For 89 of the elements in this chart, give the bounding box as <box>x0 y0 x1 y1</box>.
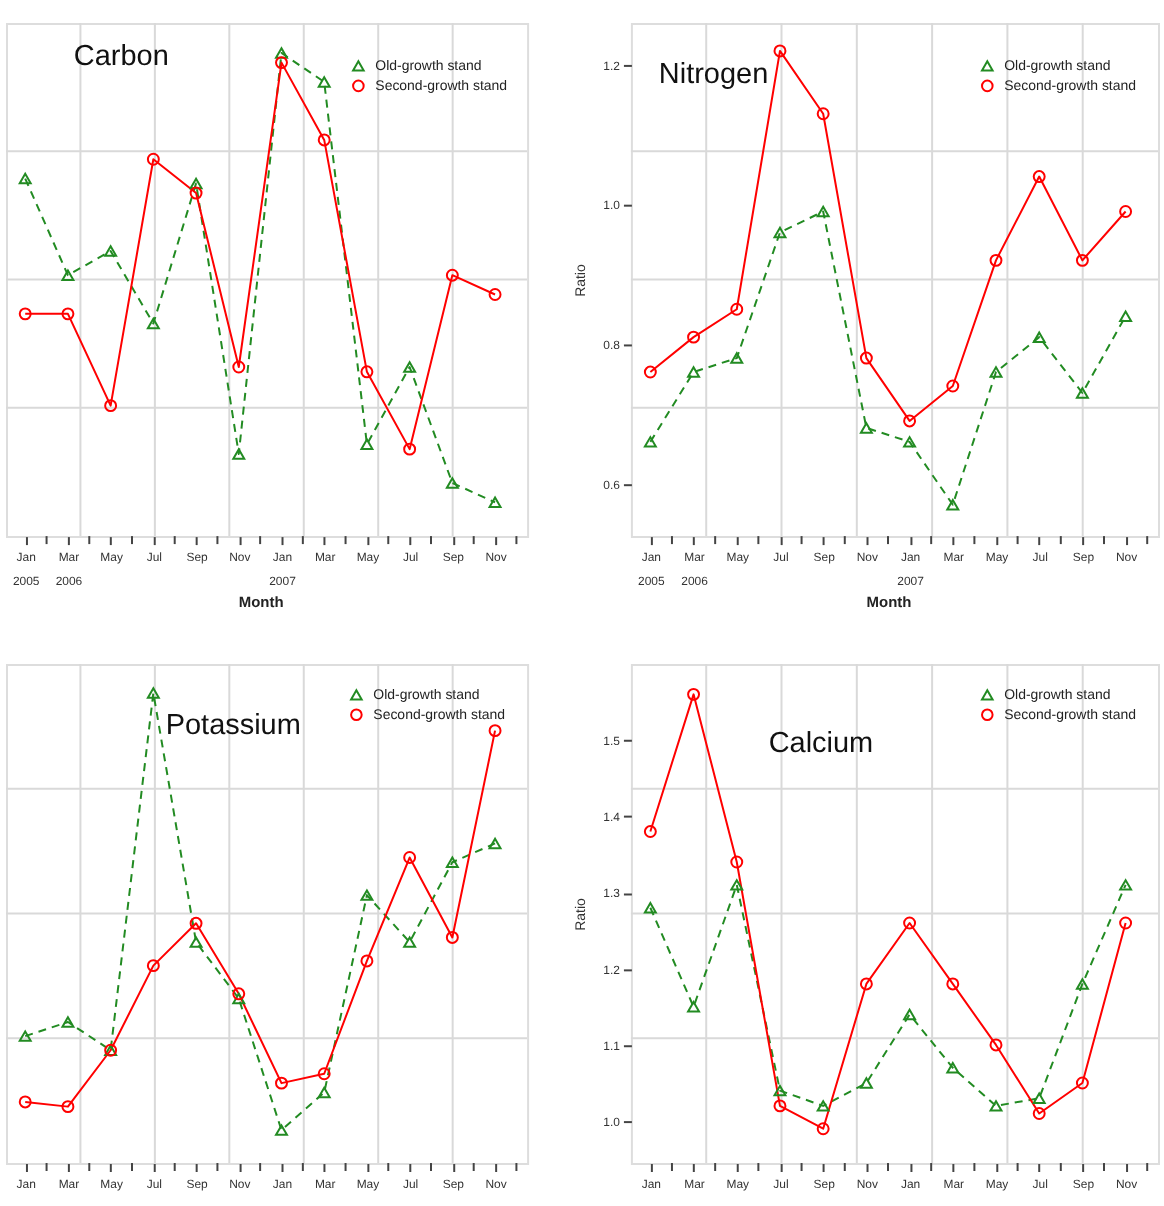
point <box>859 351 873 365</box>
point <box>1075 978 1089 990</box>
point <box>773 1099 787 1113</box>
point <box>816 205 830 218</box>
point <box>189 936 203 948</box>
point <box>1075 1076 1089 1090</box>
point <box>61 1100 75 1114</box>
point <box>275 1124 288 1136</box>
point <box>146 687 160 699</box>
point <box>989 253 1003 267</box>
point <box>1119 310 1133 322</box>
point <box>643 436 657 448</box>
point <box>104 399 118 413</box>
point <box>730 352 744 364</box>
point <box>816 107 830 121</box>
point <box>859 422 873 434</box>
point <box>687 1001 701 1013</box>
point <box>360 889 374 901</box>
point <box>403 851 417 864</box>
point <box>989 1100 1003 1112</box>
point <box>488 496 502 509</box>
text: Nitrogen <box>658 58 769 91</box>
point <box>403 442 417 456</box>
text: Calcium <box>768 727 874 760</box>
chart-title: Carbon <box>73 40 169 73</box>
point <box>946 1062 960 1074</box>
point <box>773 226 787 239</box>
point <box>989 1038 1003 1052</box>
point <box>1075 253 1089 267</box>
point <box>1119 879 1133 891</box>
point <box>275 1076 288 1090</box>
point <box>687 687 701 701</box>
point <box>445 930 459 944</box>
point <box>18 172 32 185</box>
point <box>903 916 917 930</box>
point <box>146 959 160 973</box>
point <box>1032 331 1046 343</box>
point <box>317 76 331 88</box>
point <box>317 133 331 147</box>
point <box>445 856 459 868</box>
point <box>104 245 118 257</box>
point <box>146 317 160 330</box>
point <box>18 1030 32 1042</box>
point <box>1032 170 1046 184</box>
point <box>403 361 417 373</box>
point <box>946 498 960 511</box>
point <box>643 902 657 914</box>
point <box>946 379 960 393</box>
point <box>1032 1092 1046 1104</box>
point <box>730 879 744 891</box>
point <box>232 992 246 1005</box>
text: Potassium <box>165 709 301 742</box>
point <box>903 414 917 428</box>
point <box>275 56 288 70</box>
point <box>445 268 459 282</box>
point <box>61 307 75 321</box>
point <box>61 1016 75 1028</box>
point <box>488 837 502 850</box>
point <box>816 1100 830 1112</box>
point <box>403 936 417 948</box>
point <box>903 436 917 448</box>
point <box>317 1086 331 1099</box>
point <box>146 152 160 166</box>
point <box>189 916 203 930</box>
point <box>773 1084 787 1097</box>
point <box>1032 1107 1046 1120</box>
point <box>360 438 374 451</box>
point <box>61 269 75 281</box>
point <box>232 448 246 460</box>
point <box>730 855 744 869</box>
point <box>859 1077 873 1089</box>
point <box>687 330 701 344</box>
point <box>816 1122 830 1136</box>
point <box>1075 387 1089 399</box>
point <box>275 47 288 59</box>
point <box>189 177 203 190</box>
point <box>946 977 960 991</box>
point <box>360 365 374 379</box>
point <box>317 1067 331 1081</box>
point <box>989 366 1003 378</box>
point <box>730 302 744 316</box>
point <box>189 186 203 200</box>
point <box>687 366 701 378</box>
point <box>773 44 787 58</box>
point <box>232 360 246 374</box>
point <box>445 477 459 489</box>
point <box>903 1008 917 1021</box>
point <box>859 977 873 991</box>
point <box>360 954 374 968</box>
